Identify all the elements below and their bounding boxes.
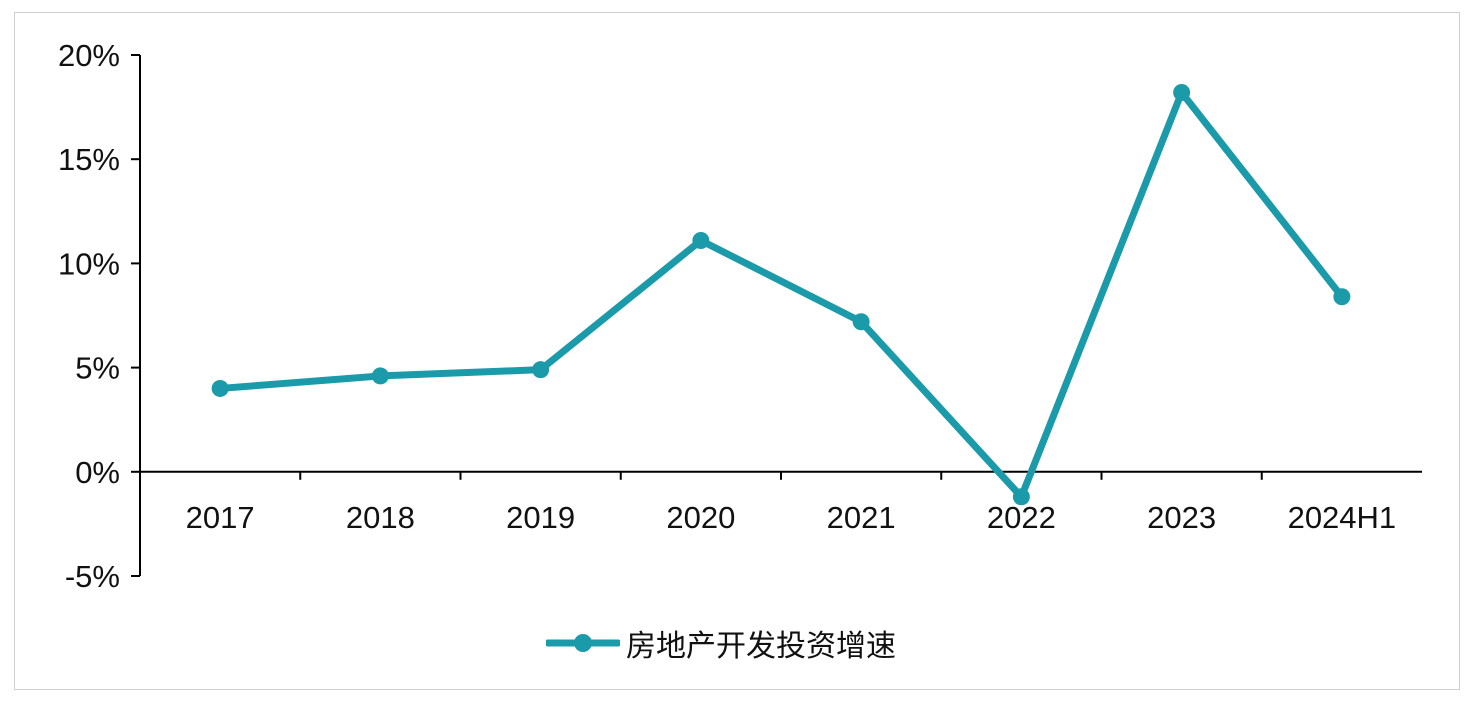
legend: 房地产开发投资增速: [546, 618, 896, 668]
data-point: [1173, 84, 1191, 102]
x-tick-label: 2018: [346, 500, 415, 535]
y-tick-labels: -5% 0% 5% 10% 15% 20%: [58, 38, 120, 594]
x-tick-label: 2017: [186, 500, 255, 535]
x-tick-label: 2020: [666, 500, 735, 535]
y-tick-label: 5%: [75, 351, 120, 386]
data-point: [532, 361, 550, 379]
y-tick-label: 15%: [58, 142, 120, 177]
data-point: [1012, 488, 1030, 506]
chart-frame: [14, 12, 1460, 690]
legend-label: 房地产开发投资增速: [626, 629, 896, 664]
y-tick-label: -5%: [65, 559, 120, 594]
x-tick-label: 2024H1: [1288, 500, 1397, 535]
series-layer: [211, 84, 1351, 506]
legend-swatch-icon: [546, 634, 620, 652]
data-point: [211, 379, 229, 397]
chart-axes: [131, 54, 1422, 577]
data-point: [852, 313, 870, 331]
x-tick-label: 2021: [827, 500, 896, 535]
y-tick-label: 0%: [75, 455, 120, 490]
series-line: [216, 89, 1346, 501]
y-tick-label: 20%: [58, 38, 120, 73]
y-tick-label: 10%: [58, 246, 120, 281]
x-tick-label: 2022: [987, 500, 1056, 535]
x-tick-label: 2019: [506, 500, 575, 535]
data-point: [1333, 288, 1351, 306]
data-point: [692, 231, 710, 249]
data-point: [371, 367, 389, 385]
x-tick-label: 2023: [1147, 500, 1216, 535]
x-tick-labels: 2017 2018 2019 2020 2021 2022 2023 2024H1: [186, 500, 1397, 535]
